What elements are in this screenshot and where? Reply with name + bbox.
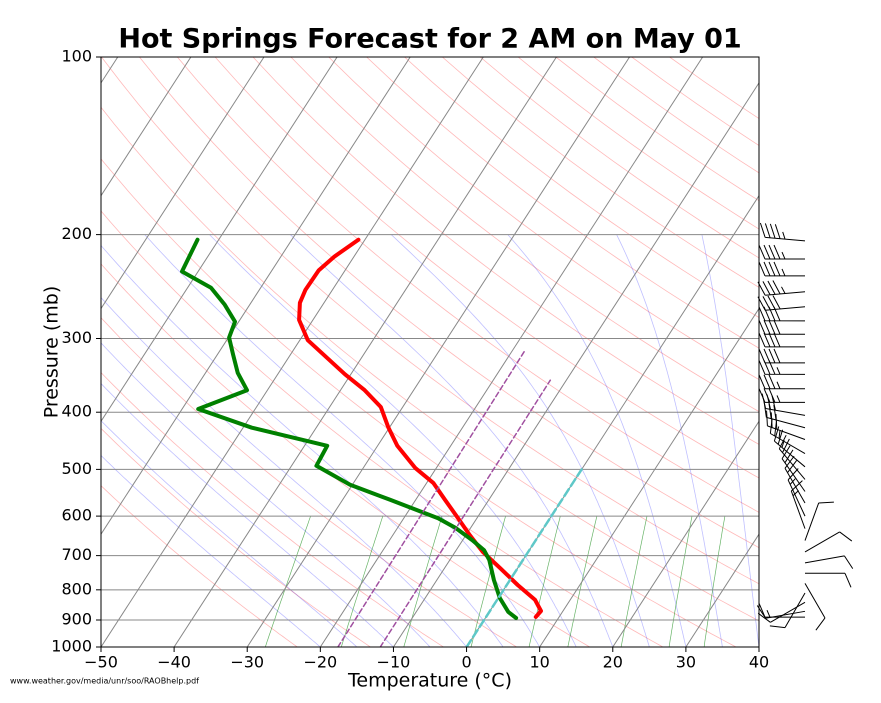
y-tick-label: 400: [61, 402, 92, 421]
wind-barb: [757, 295, 806, 311]
dry-adiabat: [101, 57, 759, 585]
profiles: [180, 237, 583, 647]
x-tick-label: 40: [749, 653, 769, 672]
y-tick-label: 800: [61, 579, 92, 598]
x-tick-label: −40: [157, 653, 191, 672]
y-tick-label: 900: [61, 610, 92, 629]
wind-barb: [758, 332, 806, 348]
wind-barb: [758, 348, 806, 364]
wind-barb: [804, 531, 853, 553]
dry-adiabat: [101, 158, 737, 647]
wind-barb: [758, 244, 806, 260]
x-tick-label: 20: [603, 653, 623, 672]
isotherm: [101, 57, 338, 423]
y-tick-label: 100: [61, 47, 92, 66]
isotherm: [319, 57, 704, 647]
dry-adiabat: [101, 427, 371, 647]
chart-title: Hot Springs Forecast for 2 AM on May 01: [118, 24, 741, 55]
isotherm: [173, 57, 557, 647]
y-tick-label: 600: [61, 506, 92, 525]
y-tick-label: 300: [61, 328, 92, 347]
wind-barb: [804, 572, 852, 588]
profile-line: [465, 468, 583, 647]
dry-adiabat: [290, 57, 759, 413]
wind-barb: [790, 480, 806, 529]
wind-barb: [778, 434, 806, 480]
wind-barb: [773, 426, 806, 468]
dry-adiabat: [176, 57, 759, 513]
wind-barbs: [756, 222, 854, 631]
isotherm: [101, 57, 484, 647]
isotherm: [685, 533, 759, 647]
wind-barb: [759, 222, 806, 242]
y-tick-label: 200: [61, 224, 92, 243]
wind-barb: [757, 280, 806, 296]
x-tick-label: 10: [529, 653, 549, 672]
dry-adiabat: [404, 57, 759, 318]
profile-line: [337, 349, 526, 647]
wind-barb: [758, 319, 806, 335]
wind-barb: [787, 468, 806, 517]
dry-adiabat: [139, 57, 759, 549]
isotherm: [246, 57, 630, 647]
wind-barb: [758, 360, 806, 375]
wind-barb: [758, 602, 806, 618]
dry-adiabat: [101, 106, 759, 622]
x-axis-label: Temperature (°C): [347, 670, 512, 692]
y-axis-label: Pressure (mb): [41, 286, 63, 419]
wind-barb: [804, 555, 854, 569]
wind-barb: [804, 583, 826, 631]
wind-barb: [784, 455, 806, 504]
isotherm: [612, 420, 759, 647]
y-tick-label: 500: [61, 459, 92, 478]
x-tick-label: −30: [230, 653, 264, 672]
dry-adiabat: [101, 317, 517, 647]
dry-adiabat: [101, 210, 664, 647]
x-tick-label: 0: [461, 653, 471, 672]
dry-adiabat: [101, 263, 590, 647]
profile-line: [379, 379, 552, 647]
plot-frame: [100, 56, 760, 648]
wind-barb: [781, 445, 806, 492]
dry-adiabat: [328, 57, 759, 381]
x-tick-label: −20: [303, 653, 337, 672]
wind-barb: [769, 592, 806, 629]
dry-adiabat: [252, 57, 759, 445]
dry-adiabat: [214, 57, 759, 479]
wind-barb: [757, 601, 806, 623]
y-tick-label: 1000: [51, 637, 92, 656]
dry-adiabat: [101, 485, 298, 647]
isotherm: [101, 57, 411, 536]
wind-barb: [758, 374, 806, 390]
source-note: www.weather.gov/media/unr/soo/RAOBhelp.p…: [10, 677, 199, 686]
isotherm: [101, 57, 192, 197]
profile-line: [180, 237, 519, 620]
wind-barb: [758, 261, 806, 277]
isotherm: [101, 57, 265, 310]
wind-barb: [766, 410, 806, 441]
x-tick-label: 30: [676, 653, 696, 672]
wind-barb: [761, 393, 806, 416]
isotherm: [539, 307, 759, 647]
wind-barb: [763, 402, 806, 429]
x-tick-label: −10: [377, 653, 411, 672]
y-tick-label: 700: [61, 545, 92, 564]
wind-barb: [769, 418, 806, 454]
profile-line: [297, 237, 543, 619]
dry-adiabat: [366, 57, 759, 349]
wind-barb: [758, 306, 806, 322]
x-tick-label: −50: [84, 653, 118, 672]
dry-adiabat: [101, 371, 444, 647]
wind-barb: [804, 501, 834, 541]
isotherm: [393, 81, 759, 647]
